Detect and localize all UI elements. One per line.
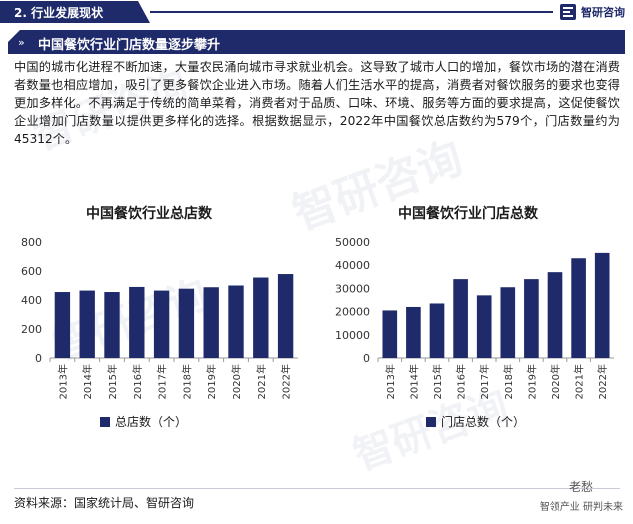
y-tick-label: 800 [21,236,42,249]
page-title: 中国餐饮行业门店数量逐步攀升 [38,38,221,53]
y-tick-label: 10000 [335,329,370,342]
y-tick-label: 30000 [335,282,370,295]
bar [129,286,145,358]
y-tick-label: 0 [363,352,370,365]
top-bar: 2. 行业发展现状 智研咨询 [0,0,633,24]
bar [571,258,586,358]
x-tick-label: 2022年 [280,364,293,399]
bar [406,306,421,358]
x-tick-label: 2022年 [596,364,609,399]
x-tick-label: 2014年 [407,364,420,399]
chart-outlet-count: 0 10000 20000 30000 40000 50000 2013年 2014年 2015… [335,236,614,429]
bar [54,292,71,358]
top-divider [150,11,553,13]
bar [203,287,219,358]
body-paragraph: 中国的城市化进程不断加速，大量农民涌向城市寻求就业机会。这导致了城市人口的增加，… [14,60,620,146]
x-tick-label: 2013年 [384,364,397,399]
x-tick-label: 2020年 [549,364,562,399]
bar [104,292,120,358]
bar [382,310,398,358]
bar [476,295,492,358]
section-tag: 2. 行业发展现状 [0,1,150,23]
x-tick-label: 2017年 [478,364,491,399]
x-tick-label: 2021年 [573,364,586,399]
bar [500,287,516,358]
x-tick-label: 2016年 [455,364,468,399]
section-header: » 中国餐饮行业门店数量逐步攀升 [8,30,625,54]
bar [453,279,468,358]
y-tick-label: 0 [35,352,42,365]
y-tick-label: 600 [21,265,42,278]
legend-swatch [100,417,110,427]
footer-slogan: 智领产业 研判未来 [539,502,623,513]
legend-label: 总店数（个） [115,414,187,429]
bar [594,252,610,358]
brand-name: 智研咨询 [581,6,625,19]
x-tick-label: 2021年 [255,364,268,399]
footer-divider [14,488,620,489]
chart-1-title: 中国餐饮行业总店数 [86,206,212,222]
bar [253,277,269,358]
source-note: 资料来源：国家统计局、智研咨询 [14,496,195,510]
brand: 智研咨询 [559,3,625,21]
chevrons-icon: » [18,36,25,49]
x-tick-label: 2018年 [502,364,515,399]
x-tick-label: 2020年 [230,364,243,399]
legend-label: 门店总数（个） [441,414,525,429]
section-tag-label: 2. 行业发展现状 [14,6,104,20]
brand-logo-icon [560,4,576,20]
bar [277,274,294,358]
y-tick-label: 20000 [335,306,370,319]
x-tick-label: 2017年 [156,364,169,399]
x-tick-label: 2018年 [180,364,193,399]
x-tick-label: 2019年 [205,364,218,399]
bar [547,272,563,358]
y-tick-label: 200 [21,323,42,336]
bar [153,290,170,358]
y-tick-label: 50000 [335,236,370,249]
y-tick-label: 400 [21,294,42,307]
account-name: 老愁 [568,480,593,494]
bar [429,303,445,358]
bar [79,290,95,358]
bar [228,285,244,358]
x-tick-label: 2013年 [56,364,69,399]
bar [524,279,539,358]
x-tick-label: 2019年 [525,364,538,399]
x-tick-label: 2015年 [106,364,119,399]
x-tick-label: 2014年 [81,364,94,399]
y-tick-label: 40000 [335,259,370,272]
chart-2-title: 中国餐饮行业门店总数 [398,206,538,222]
x-tick-label: 2016年 [131,364,144,399]
svg-text:智研咨询: 智研咨询 [286,132,469,240]
legend-swatch [426,417,436,427]
chart-total-stores: 0 200 400 600 800 2013年 2014年 2015年 2016年 2017年 20… [21,236,298,429]
x-tick-label: 2015年 [431,364,444,399]
bar [178,288,195,358]
